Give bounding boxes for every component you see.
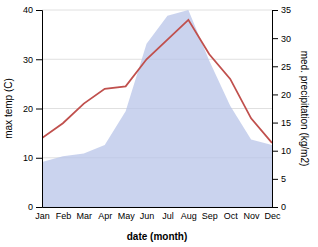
x-tick: Oct bbox=[224, 207, 239, 221]
y-tick-mark bbox=[36, 10, 42, 11]
y2-tick-label: 30 bbox=[281, 34, 291, 44]
data-layer bbox=[42, 10, 272, 207]
y-tick: 10 bbox=[23, 153, 42, 163]
y-tick-mark bbox=[36, 59, 42, 60]
x-tick-label: Jan bbox=[35, 211, 50, 221]
plot: JanFebMarAprMayJunJulAugSepOctNovDec0102… bbox=[3, 5, 310, 242]
y-tick: 20 bbox=[23, 104, 42, 114]
y2-tick: 10 bbox=[272, 146, 291, 156]
x-axis: Jan Feb Mar Apr May Jun Jul Aug Sep Oct NovDec bbox=[35, 207, 281, 221]
x-tick: Aug bbox=[181, 207, 197, 221]
y2-tick: 20 bbox=[272, 90, 291, 100]
y2-axis-title: med. precipitation (kg/m2) bbox=[299, 51, 310, 167]
x-tick: Sep bbox=[202, 207, 218, 221]
x-tick-label: Dec bbox=[264, 211, 281, 221]
y2-tick: 5 bbox=[272, 174, 286, 184]
y-axis-title: max temp (C) bbox=[3, 78, 14, 139]
x-tick-label: Oct bbox=[224, 211, 239, 221]
x-tick-label: Jun bbox=[140, 211, 155, 221]
y2-tick-mark bbox=[272, 179, 278, 180]
y-axis: 0 10 20 30 40 bbox=[23, 5, 43, 212]
y-tick-label: 30 bbox=[23, 55, 33, 65]
y-tick: 40 bbox=[23, 5, 42, 15]
y2-axis-line bbox=[273, 11, 279, 208]
x-tick: May bbox=[118, 207, 136, 221]
y2-tick-mark bbox=[272, 207, 278, 208]
grid-line bbox=[42, 10, 272, 11]
y2-tick-mark bbox=[272, 94, 278, 95]
x-tick: Feb bbox=[56, 207, 72, 221]
y-tick: 0 bbox=[28, 202, 42, 212]
x-tick: Jul bbox=[162, 207, 174, 221]
x-tick-label: Nov bbox=[244, 211, 261, 221]
y2-tick-mark bbox=[272, 123, 278, 124]
y-tick-label: 0 bbox=[28, 202, 33, 212]
x-tick-label: May bbox=[118, 211, 136, 221]
y2-tick-label: 25 bbox=[281, 62, 291, 72]
y-tick: 30 bbox=[23, 55, 42, 65]
y-tick-label: 10 bbox=[23, 153, 33, 163]
x-tick-label: Jul bbox=[162, 211, 174, 221]
x-tick-label: Apr bbox=[98, 211, 112, 221]
x-tick-label: Feb bbox=[56, 211, 72, 221]
y-axis-line bbox=[36, 11, 43, 208]
x-tick: Jun bbox=[140, 207, 155, 221]
line bbox=[42, 20, 272, 143]
y2-tick-label: 35 bbox=[281, 5, 291, 15]
x-tick: Dec bbox=[264, 207, 281, 221]
y2-tick: 35 bbox=[272, 5, 291, 15]
y2-tick: 0 bbox=[272, 202, 286, 212]
y2-tick: 30 bbox=[272, 34, 291, 44]
y2-tick-mark bbox=[272, 38, 278, 39]
y2-tick-label: 5 bbox=[281, 174, 286, 184]
y-tick-mark bbox=[36, 109, 42, 110]
x-tick: Jan bbox=[35, 207, 50, 221]
y2-tick: 25 bbox=[272, 62, 291, 72]
x-tick-label: Sep bbox=[202, 211, 218, 221]
y-tick-label: 40 bbox=[23, 5, 33, 15]
x-tick-label: Mar bbox=[77, 211, 93, 221]
y2-axis: 0 5 10 15 20 25 30 35 bbox=[272, 5, 291, 212]
y2-tick-mark bbox=[272, 151, 278, 152]
x-tick: Apr bbox=[98, 207, 112, 221]
x-axis-title: date (month) bbox=[127, 231, 188, 242]
x-tick: Mar bbox=[77, 207, 93, 221]
y2-tick-label: 15 bbox=[281, 118, 291, 128]
x-tick: Nov bbox=[244, 207, 261, 221]
y-tick-label: 20 bbox=[23, 104, 33, 114]
y2-tick-mark bbox=[272, 10, 278, 11]
y-tick-mark bbox=[36, 207, 42, 208]
x-axis-line bbox=[43, 207, 273, 208]
y2-tick-mark bbox=[272, 66, 278, 67]
y2-tick: 15 bbox=[272, 118, 291, 128]
y2-tick-label: 20 bbox=[281, 90, 291, 100]
y2-tick-label: 0 bbox=[281, 202, 286, 212]
area bbox=[42, 10, 272, 207]
y2-tick-label: 10 bbox=[281, 146, 291, 156]
chart: JanFebMarAprMayJunJulAugSepOctNovDec0102… bbox=[0, 0, 318, 247]
grid bbox=[42, 10, 272, 207]
x-tick-label: Aug bbox=[181, 211, 197, 221]
y-tick-mark bbox=[36, 158, 42, 159]
